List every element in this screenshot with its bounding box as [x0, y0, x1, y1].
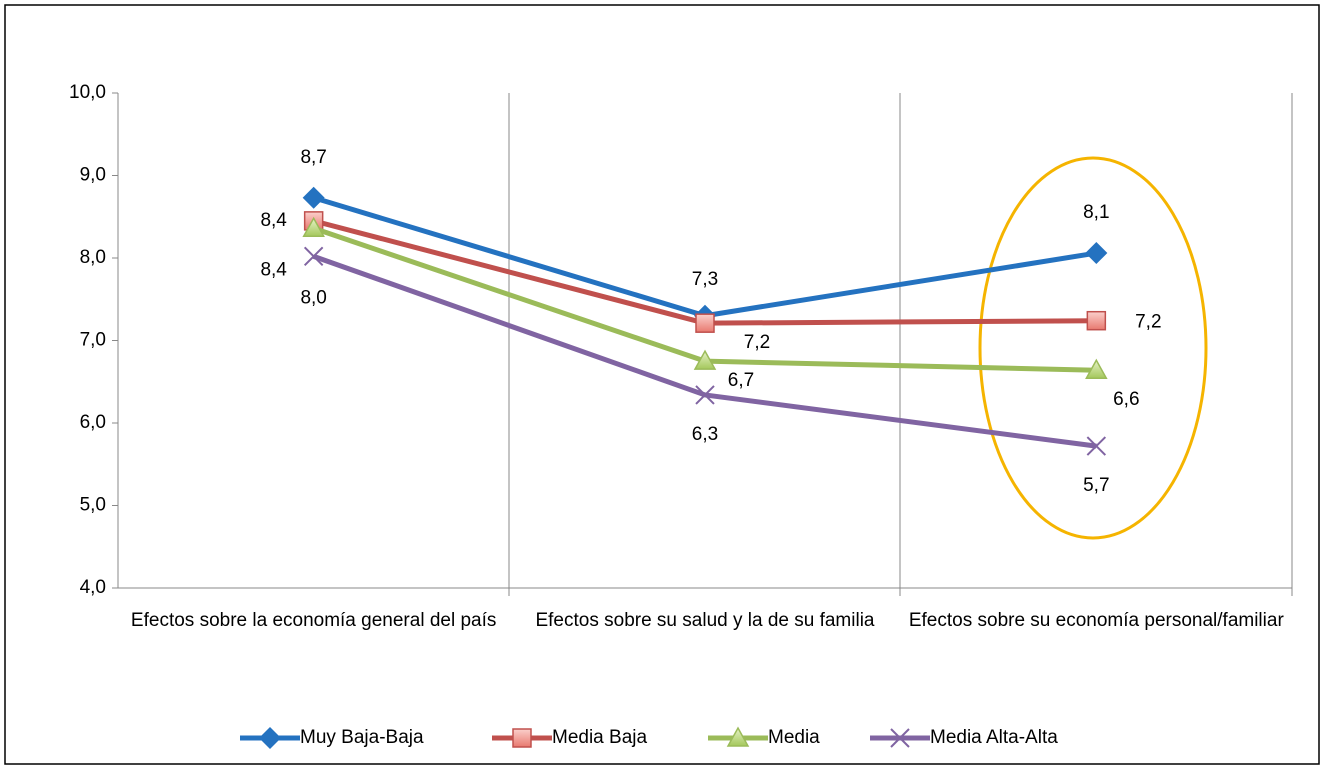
x-tick-label: Efectos sobre la economía general del pa…: [130, 610, 497, 631]
data-point: [695, 313, 715, 333]
legend-label: Media: [768, 727, 820, 748]
data-label: 6,6: [1113, 389, 1139, 410]
x-tick-label: Efectos sobre su salud y la de su famili…: [535, 610, 875, 631]
x-tick-label: Efectos sobre su economía personal/famil…: [908, 610, 1284, 631]
data-label: 8,4: [260, 210, 287, 231]
data-label: 8,0: [300, 287, 326, 308]
y-tick-label: 9,0: [80, 165, 106, 186]
legend-label: Media Alta-Alta: [930, 727, 1058, 748]
data-point: [695, 385, 715, 405]
legend-marker: [890, 728, 910, 748]
data-point: [1085, 242, 1108, 265]
highlight-ellipse: [978, 156, 1208, 540]
data-label: 7,3: [692, 269, 718, 290]
legend-marker: [512, 728, 532, 748]
chart-border: [4, 4, 1320, 765]
data-point: [1086, 310, 1107, 331]
data-label: 8,1: [1083, 202, 1109, 223]
legend-marker: [726, 726, 750, 747]
legend-marker: [259, 727, 281, 749]
data-label: 7,2: [1135, 312, 1161, 333]
y-tick-label: 8,0: [80, 247, 106, 268]
y-tick-label: 6,0: [80, 412, 106, 433]
data-point: [1086, 436, 1107, 456]
legend-label: Media Baja: [552, 727, 647, 748]
data-label: 6,3: [692, 424, 718, 445]
y-tick-label: 4,0: [80, 577, 106, 598]
data-point: [693, 349, 717, 370]
y-tick-label: 7,0: [80, 330, 106, 351]
y-tick-label: 5,0: [80, 495, 106, 516]
data-label: 7,2: [744, 332, 770, 353]
data-point: [302, 186, 325, 209]
data-label: 5,7: [1083, 475, 1109, 496]
legend-label: Muy Baja-Baja: [300, 727, 424, 748]
data-point: [302, 216, 325, 238]
y-tick-label: 10,0: [69, 82, 106, 103]
data-point: [303, 246, 324, 267]
data-label: 8,7: [300, 147, 326, 168]
data-point: [1085, 358, 1108, 379]
data-label: 8,4: [260, 259, 287, 280]
data-label: 6,7: [728, 370, 754, 391]
